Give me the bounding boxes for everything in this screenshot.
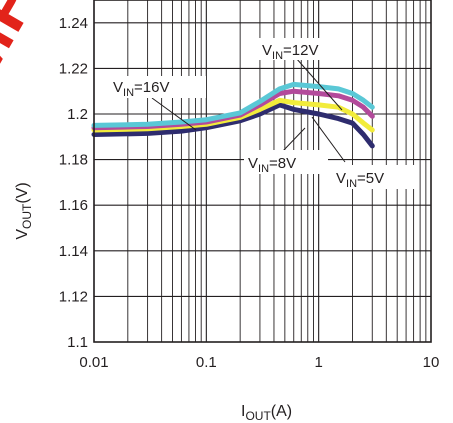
svg-text:VIN=5V: VIN=5V bbox=[336, 170, 384, 190]
y-axis-label: VOUT(V) bbox=[14, 182, 34, 239]
y-tick-label: 1.1 bbox=[67, 334, 88, 351]
series-layer bbox=[91, 81, 375, 149]
annotation-vin-8v: VIN=8V bbox=[244, 127, 328, 175]
annotation-vin-5v: VIN=5V bbox=[311, 116, 418, 190]
y-tick-labels: 1.1 1.12 1.14 1.16 1.18 1.2 1.22 1.24 bbox=[59, 15, 88, 351]
svg-text:MP: MP bbox=[0, 0, 54, 96]
x-tick-labels: 0.01 0.1 1 10 bbox=[79, 354, 439, 371]
y-tick-label: 1.24 bbox=[59, 15, 88, 32]
annotation-vin-16v: VIN=16V bbox=[110, 76, 206, 131]
svg-text:IOUT(A): IOUT(A) bbox=[241, 403, 292, 423]
y-tick-label: 1.22 bbox=[59, 60, 88, 77]
svg-text:VIN=16V: VIN=16V bbox=[113, 79, 169, 99]
svg-text:VIN=8V: VIN=8V bbox=[248, 155, 296, 175]
watermark-logo: MP bbox=[0, 0, 54, 96]
y-tick-label: 1.12 bbox=[59, 288, 88, 305]
plot-frame bbox=[93, 0, 432, 343]
svg-text:VOUT(V): VOUT(V) bbox=[14, 182, 34, 239]
y-tick-label: 1.2 bbox=[67, 106, 88, 123]
y-tick-label: 1.16 bbox=[59, 197, 88, 214]
x-axis-label: IOUT(A) bbox=[241, 403, 292, 423]
x-tick-label: 0.1 bbox=[196, 354, 217, 371]
y-tick-label: 1.18 bbox=[59, 152, 88, 169]
x-tick-label: 10 bbox=[423, 354, 440, 371]
x-tick-label: 1 bbox=[314, 354, 322, 371]
annotation-vin-12v: VIN=12V bbox=[258, 38, 352, 111]
series-line-vin-16v bbox=[91, 81, 375, 128]
svg-text:VIN=12V: VIN=12V bbox=[262, 42, 318, 62]
series-line-vin-5v bbox=[91, 102, 375, 149]
x-tick-label: 0.01 bbox=[79, 354, 108, 371]
y-tick-label: 1.14 bbox=[59, 243, 88, 260]
